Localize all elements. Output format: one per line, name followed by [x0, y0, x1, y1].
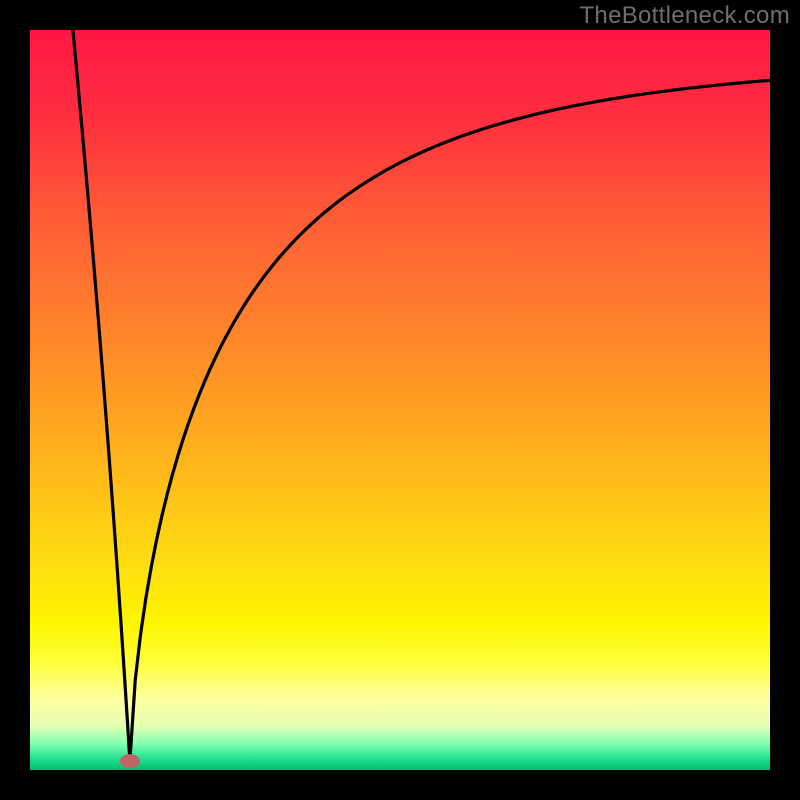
- chart-frame: TheBottleneck.com: [0, 0, 800, 800]
- optimal-point-marker: [120, 754, 140, 768]
- watermark-text: TheBottleneck.com: [579, 2, 790, 30]
- plot-background: [30, 30, 770, 770]
- bottleneck-chart: [0, 0, 800, 800]
